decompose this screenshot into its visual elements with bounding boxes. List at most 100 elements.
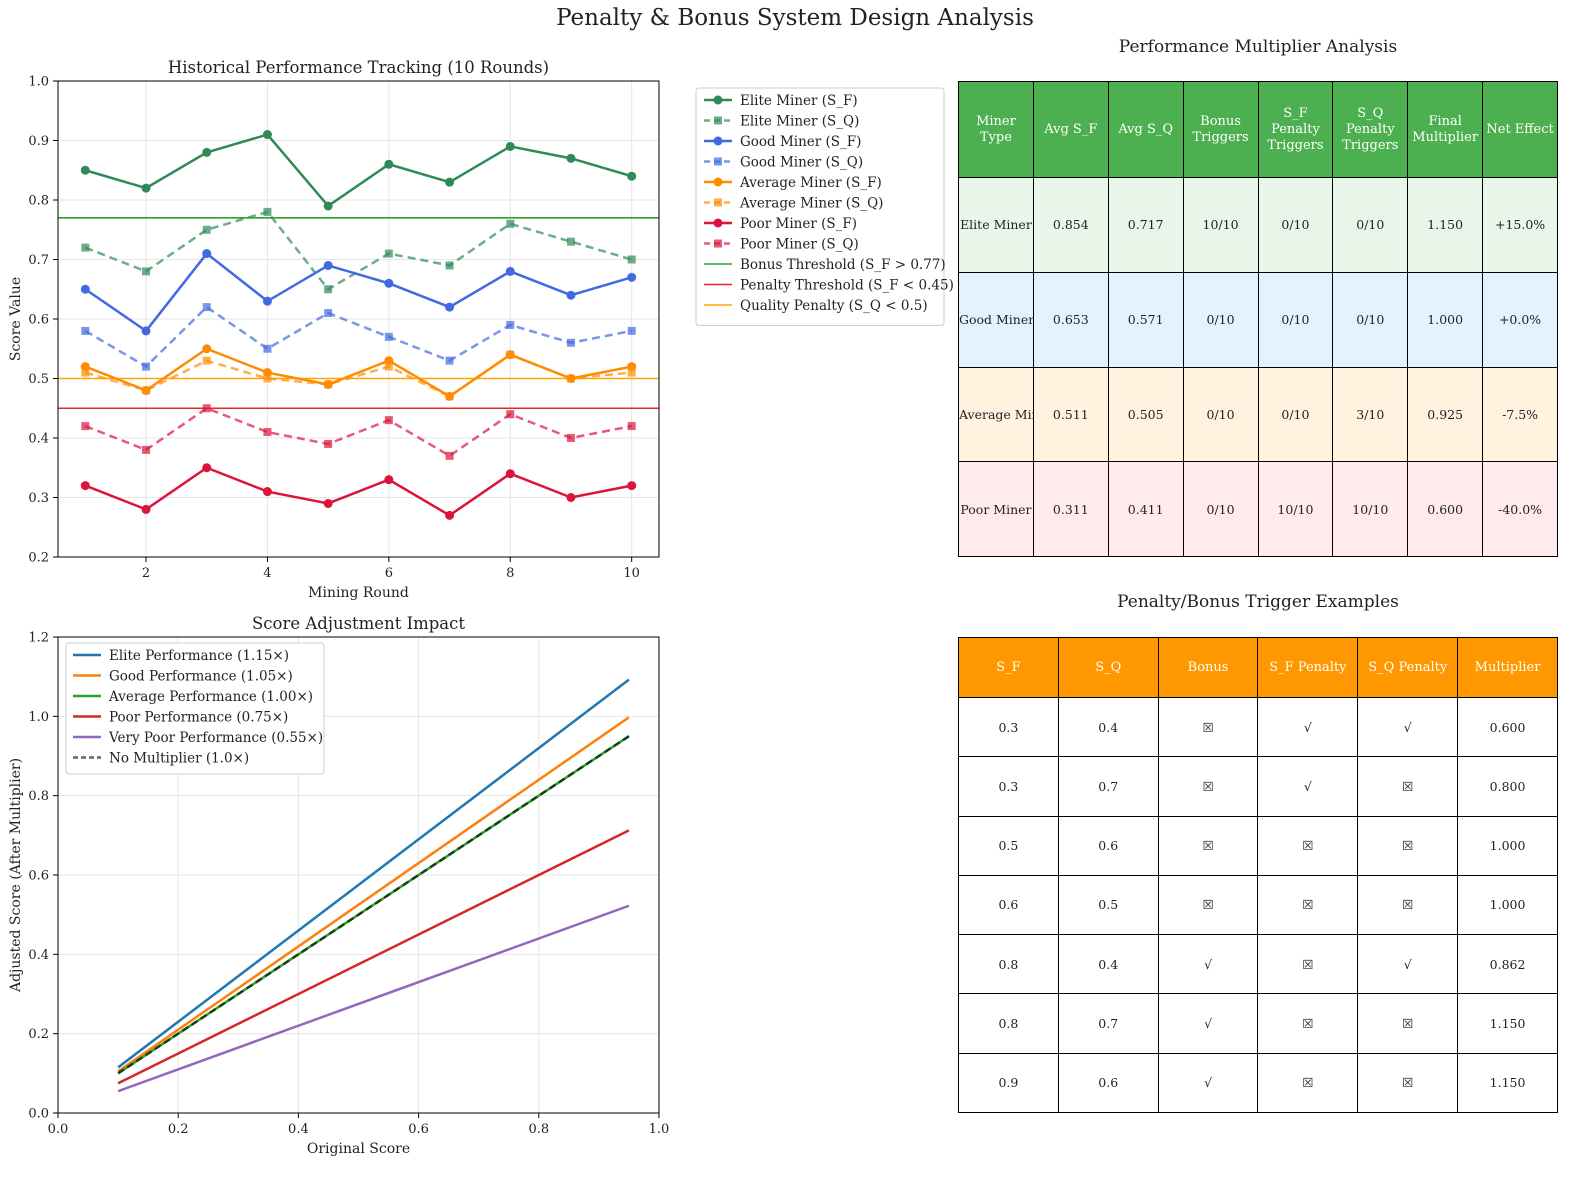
table-row: 0.3 0.4 ☒ √ √ 0.600 bbox=[958, 696, 1558, 758]
table-cell: 0.5 bbox=[958, 815, 1059, 876]
data-point bbox=[627, 368, 636, 377]
data-point bbox=[142, 267, 151, 276]
multiplier-table: Miner Type Avg S_F Avg S_Q Bonus Triggers S_… bbox=[958, 81, 1558, 557]
table-cell: 0.717 bbox=[1107, 177, 1184, 273]
data-point bbox=[324, 285, 333, 294]
table-cell: 0.7 bbox=[1057, 756, 1159, 817]
table-cell: 0.8 bbox=[958, 993, 1059, 1054]
table-cell: ☒ bbox=[1257, 874, 1359, 936]
y-tick-label: 0.8 bbox=[28, 789, 49, 804]
data-point bbox=[566, 237, 575, 246]
legend-label: Penalty Threshold (S_F < 0.45) bbox=[740, 278, 954, 294]
table-row: 0.6 0.5 ☒ ☒ ☒ 1.000 bbox=[958, 874, 1558, 936]
data-point bbox=[324, 439, 333, 448]
table-cell: -40.0% bbox=[1482, 461, 1558, 557]
column-header: S_Q Penalty Triggers bbox=[1332, 81, 1409, 178]
table-cell: 0/10 bbox=[1257, 366, 1334, 463]
data-point bbox=[505, 141, 515, 151]
table-cell: 0.800 bbox=[1457, 756, 1558, 817]
table-cell: √ bbox=[1257, 756, 1359, 817]
x-tick-label: 0.6 bbox=[408, 1122, 429, 1137]
legend-label: Average Performance (1.00×) bbox=[108, 689, 313, 705]
data-point bbox=[566, 153, 576, 163]
data-point bbox=[445, 510, 455, 520]
table-row: 0.3 0.7 ☒ √ ☒ 0.800 bbox=[958, 756, 1558, 817]
table-cell: √ bbox=[1157, 934, 1259, 995]
data-point bbox=[262, 487, 272, 497]
data-point bbox=[384, 278, 394, 288]
table-cell: ☒ bbox=[1157, 696, 1259, 758]
table-cell: √ bbox=[1357, 696, 1459, 758]
chart-title: Historical Performance Tracking (10 Roun… bbox=[168, 58, 549, 77]
data-point bbox=[263, 344, 272, 353]
series-line bbox=[84, 353, 632, 398]
table-cell: ☒ bbox=[1357, 993, 1459, 1054]
data-point bbox=[566, 374, 575, 383]
table-cell: ☒ bbox=[1157, 756, 1259, 817]
legend-label: Poor Miner (S_F) bbox=[740, 216, 857, 232]
x-tick-label: 6 bbox=[385, 566, 393, 581]
legend-marker bbox=[713, 136, 723, 146]
table-cell: ☒ bbox=[1357, 874, 1459, 936]
data-point bbox=[445, 392, 454, 401]
column-header: Bonus Triggers bbox=[1182, 81, 1259, 178]
legend-label: Good Miner (S_F) bbox=[740, 134, 861, 150]
legend-label: Good Performance (1.05×) bbox=[109, 669, 293, 685]
series-line bbox=[84, 305, 632, 369]
x-tick-label: 1.0 bbox=[649, 1122, 670, 1137]
table-cell: ☒ bbox=[1357, 815, 1459, 876]
table-cell: 0.311 bbox=[1032, 461, 1109, 557]
table-cell: 3/10 bbox=[1332, 366, 1409, 463]
data-point bbox=[506, 410, 515, 419]
table-cell: 0.511 bbox=[1032, 366, 1109, 463]
legend-marker bbox=[714, 157, 722, 166]
table-cell: 0/10 bbox=[1182, 461, 1259, 557]
x-tick-label: 0.2 bbox=[168, 1122, 189, 1137]
data-point bbox=[81, 368, 90, 377]
table-row: Average Miner0.5110.5050/100/103/100.925… bbox=[958, 366, 1558, 463]
table-row: 0.9 0.6 √ ☒ ☒ 1.150 bbox=[958, 1052, 1558, 1114]
table-cell: 1.150 bbox=[1407, 177, 1484, 273]
series-line bbox=[84, 466, 632, 517]
legend-marker bbox=[713, 95, 723, 105]
table-cell: 0/10 bbox=[1182, 271, 1259, 368]
y-tick-label: 0.4 bbox=[28, 948, 49, 963]
table-cell: 0/10 bbox=[1332, 271, 1409, 368]
data-point bbox=[445, 356, 454, 365]
data-point bbox=[202, 344, 212, 354]
column-header: S_F Penalty Triggers bbox=[1257, 81, 1334, 178]
series-line bbox=[117, 678, 630, 1069]
data-point bbox=[202, 463, 212, 473]
y-tick-label: 0.2 bbox=[28, 551, 49, 566]
table-cell: 0/10 bbox=[1332, 177, 1409, 273]
y-tick-label: 0.6 bbox=[28, 869, 49, 884]
table-cell: 1.000 bbox=[1457, 815, 1558, 876]
y-tick-label: 0.8 bbox=[28, 194, 49, 209]
table-cell: 0.6 bbox=[1057, 815, 1159, 876]
data-point bbox=[263, 374, 272, 383]
data-point bbox=[80, 284, 90, 294]
table-row: 0.8 0.7 √ ☒ ☒ 1.150 bbox=[958, 993, 1558, 1054]
table-cell: 0.925 bbox=[1407, 366, 1484, 463]
series-line bbox=[117, 735, 630, 1075]
table-cell: 0.7 bbox=[1057, 993, 1159, 1054]
column-header: Avg S_Q bbox=[1107, 81, 1184, 178]
y-tick-label: 0.5 bbox=[28, 372, 49, 387]
data-point bbox=[384, 475, 394, 485]
data-point bbox=[566, 434, 575, 442]
data-point bbox=[445, 177, 455, 187]
table-row: Elite Miner 0.854 0.717 10/10 0/10 0/10 1.150 +… bbox=[958, 177, 1558, 273]
y-tick-label: 1.0 bbox=[28, 710, 49, 725]
data-point bbox=[263, 207, 272, 216]
legend-label: Quality Penalty (S_Q < 0.5) bbox=[740, 298, 928, 314]
column-header: Miner Type bbox=[958, 81, 1034, 178]
table-cell: ☒ bbox=[1157, 874, 1259, 936]
data-point bbox=[566, 290, 576, 300]
data-point bbox=[324, 309, 333, 318]
series-line bbox=[117, 829, 630, 1085]
table-cell: √ bbox=[1357, 934, 1459, 995]
table-cell: √ bbox=[1157, 993, 1259, 1054]
series-line bbox=[84, 347, 632, 398]
data-point bbox=[566, 493, 576, 502]
data-point bbox=[142, 445, 151, 454]
